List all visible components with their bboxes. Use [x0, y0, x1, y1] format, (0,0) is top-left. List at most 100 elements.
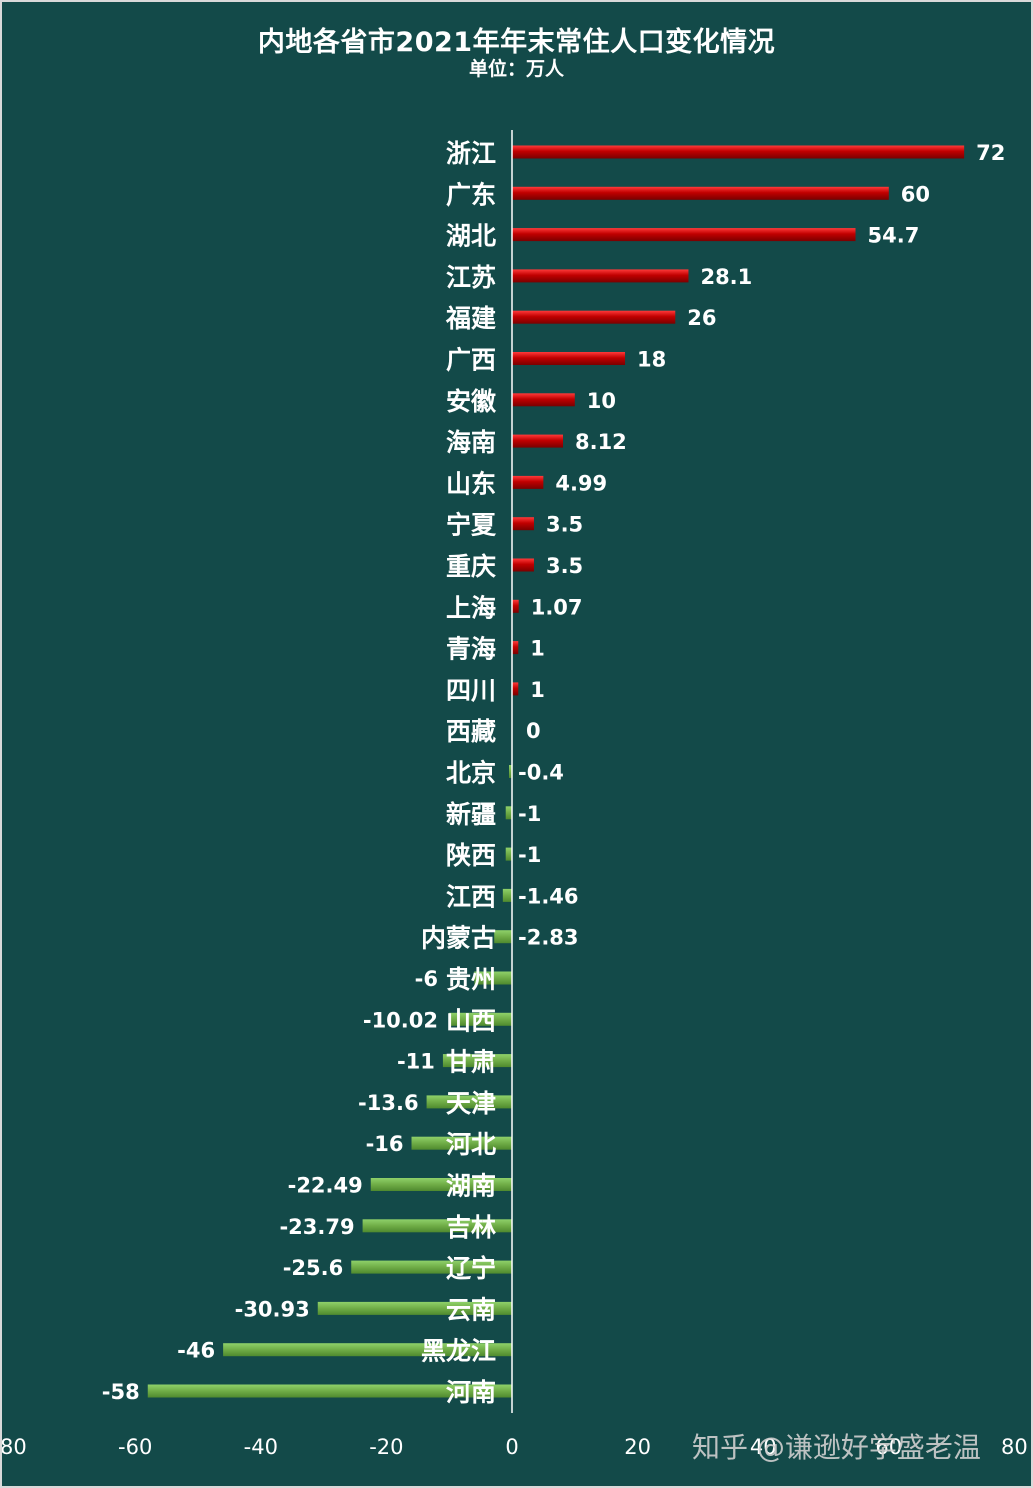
data-label: 60 [901, 182, 930, 206]
data-label: -6 [415, 967, 438, 991]
category-label: 河北 [446, 1130, 496, 1159]
category-label: 江苏 [446, 263, 496, 292]
data-label: 3.5 [546, 513, 583, 537]
data-label: -1 [518, 802, 541, 826]
category-label: 贵州 [446, 965, 496, 994]
data-label: -0.4 [518, 761, 564, 785]
category-label: 西藏 [446, 717, 496, 746]
category-label: 吉林 [446, 1213, 496, 1242]
data-label: -11 [397, 1050, 435, 1074]
bar-重庆 [512, 558, 534, 572]
category-label: 宁夏 [446, 511, 497, 540]
bar-河北 [411, 1136, 512, 1150]
bar-山西 [449, 1012, 512, 1026]
bar-吉林 [362, 1219, 512, 1233]
bar-青海 [512, 641, 519, 655]
bar-湖南 [370, 1178, 512, 1191]
watermark: 知乎 @谦逊好学盛老温 [692, 1431, 981, 1464]
bar-广西 [512, 352, 626, 365]
data-label: 26 [687, 306, 716, 330]
data-label: 1 [530, 637, 545, 661]
data-label: -16 [366, 1132, 404, 1156]
bar-内蒙古 [494, 930, 512, 944]
bar-四川 [512, 682, 519, 696]
bar-黑龙江 [223, 1343, 512, 1357]
category-label: 辽宁 [446, 1254, 496, 1283]
bar-新疆 [505, 806, 512, 820]
bar-宁夏 [512, 517, 534, 531]
category-label: 湖北 [446, 222, 496, 251]
data-label: 4.99 [555, 471, 607, 495]
bar-福建 [512, 310, 676, 324]
x-tick-label: 20 [624, 1435, 651, 1459]
data-label: 10 [587, 389, 616, 413]
bar-江西 [502, 888, 512, 902]
data-label: 1 [530, 678, 545, 702]
bar-安徽 [512, 393, 575, 407]
data-label: -2.83 [518, 926, 579, 950]
bar-海南 [512, 434, 563, 448]
data-label: 18 [637, 348, 666, 372]
chart-subtitle: 单位：万人 [468, 58, 564, 80]
category-label: 广东 [446, 180, 496, 209]
data-label: -10.02 [363, 1008, 438, 1032]
data-label: -23.79 [279, 1215, 354, 1239]
category-label: 新疆 [446, 800, 496, 829]
x-tick-label: 0 [505, 1435, 518, 1459]
bar-上海 [512, 599, 519, 613]
data-label: 1.07 [531, 595, 583, 619]
bar-浙江 [512, 145, 965, 159]
data-label: 28.1 [700, 265, 752, 289]
data-label: -1.46 [518, 884, 579, 908]
category-label: 湖南 [446, 1172, 496, 1201]
x-tick-label: 60 [875, 1435, 902, 1459]
category-label: 山东 [446, 469, 496, 498]
data-label: -13.6 [358, 1091, 419, 1115]
data-label: 8.12 [575, 430, 627, 454]
category-label: 河南 [446, 1378, 496, 1407]
bar-广东 [512, 186, 889, 200]
category-label: 天津 [446, 1089, 496, 1118]
category-label: 广西 [446, 346, 496, 375]
category-label: 云南 [446, 1295, 496, 1324]
category-label: 江西 [446, 882, 496, 911]
category-label: 甘肃 [446, 1048, 496, 1077]
x-tick-label: -20 [369, 1435, 403, 1459]
bar-山东 [512, 475, 544, 489]
data-label: -1 [518, 843, 541, 867]
category-label: 四川 [446, 676, 496, 705]
x-tick-label: -80 [2, 1435, 27, 1459]
x-tick-label: 40 [750, 1435, 777, 1459]
bar-甘肃 [442, 1054, 512, 1068]
category-label: 山西 [446, 1006, 496, 1035]
bar-贵州 [474, 971, 512, 985]
category-label: 内蒙古 [421, 924, 496, 953]
x-tick-label: 80 [1001, 1435, 1028, 1459]
x-tick-label: -60 [118, 1435, 152, 1459]
category-label: 福建 [445, 304, 496, 333]
category-label: 重庆 [446, 552, 496, 581]
category-label: 黑龙江 [421, 1337, 496, 1366]
data-label: 3.5 [546, 554, 583, 578]
bar-云南 [317, 1301, 512, 1315]
bar-辽宁 [351, 1260, 512, 1274]
category-label: 浙江 [446, 139, 496, 168]
category-label: 安徽 [446, 387, 497, 416]
category-label: 海南 [446, 428, 496, 457]
data-label: 72 [976, 141, 1005, 165]
chart-title: 内地各省市2021年年末常住人口变化情况 [257, 27, 776, 58]
data-label: -46 [177, 1339, 215, 1363]
bar-天津 [426, 1095, 512, 1109]
data-label: -30.93 [235, 1297, 310, 1321]
bar-江苏 [512, 269, 689, 283]
category-label: 北京 [446, 759, 496, 788]
data-label: -25.6 [283, 1256, 344, 1280]
category-label: 上海 [446, 593, 496, 622]
bar-北京 [509, 765, 512, 778]
data-label: 54.7 [868, 224, 920, 248]
bar-河南 [147, 1384, 512, 1398]
x-tick-label: -40 [244, 1435, 278, 1459]
data-label: 0 [526, 719, 541, 743]
